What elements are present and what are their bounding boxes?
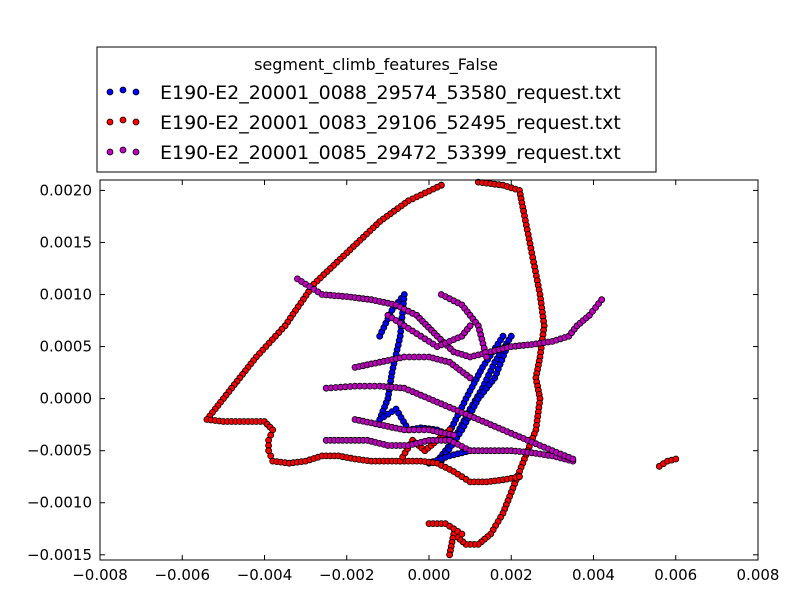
x-tick-label: −0.004 bbox=[237, 566, 293, 584]
x-tick-label: −0.002 bbox=[319, 566, 375, 584]
data-point bbox=[569, 455, 577, 463]
x-tick-label: 0.006 bbox=[654, 566, 697, 584]
data-point bbox=[516, 473, 523, 481]
series-3 bbox=[293, 275, 606, 465]
legend-label: E190-E2_20001_0085_29472_53399_request.t… bbox=[160, 142, 621, 164]
data-point bbox=[499, 332, 507, 340]
legend-entry-2: E190-E2_20001_0083_29106_52495_request.t… bbox=[106, 112, 621, 134]
legend: segment_climb_features_False E190-E2_200… bbox=[96, 46, 657, 173]
y-tick-label: 0.0005 bbox=[40, 338, 93, 356]
legend-marker bbox=[119, 116, 127, 124]
y-tick-label: 0.0015 bbox=[40, 233, 93, 251]
data-point bbox=[598, 296, 606, 304]
y-tick-label: 0.0000 bbox=[40, 390, 93, 408]
data-point bbox=[450, 431, 458, 439]
legend-marker bbox=[132, 118, 140, 126]
legend-marker bbox=[106, 118, 114, 126]
data-point bbox=[446, 551, 454, 559]
y-tick-label: −0.0005 bbox=[27, 442, 92, 460]
x-tick-label: 0.002 bbox=[490, 566, 533, 584]
legend-entry-3: E190-E2_20001_0085_29472_53399_request.t… bbox=[106, 142, 621, 164]
legend-marker bbox=[119, 146, 127, 154]
data-point bbox=[507, 332, 515, 340]
y-tick-label: −0.0015 bbox=[27, 546, 92, 564]
legend-box bbox=[96, 46, 657, 173]
data-point bbox=[672, 455, 680, 463]
legend-marker bbox=[132, 88, 140, 96]
legend-title: segment_climb_features_False bbox=[254, 55, 498, 75]
x-tick-label: −0.008 bbox=[72, 566, 128, 584]
legend-marker bbox=[119, 86, 127, 94]
data-point bbox=[466, 374, 474, 382]
x-tick-label: 0.004 bbox=[572, 566, 615, 584]
legend-entry-1: E190-E2_20001_0088_29574_53580_request.t… bbox=[106, 82, 621, 104]
x-tick-label: 0.000 bbox=[408, 566, 451, 584]
y-tick-label: 0.0020 bbox=[40, 181, 93, 199]
legend-label: E190-E2_20001_0083_29106_52495_request.t… bbox=[160, 112, 621, 134]
legend-marker bbox=[106, 148, 114, 156]
data-point bbox=[466, 322, 474, 330]
series-2 bbox=[203, 178, 680, 559]
data-point bbox=[458, 530, 466, 538]
data-points-layer bbox=[203, 178, 680, 559]
legend-marker bbox=[106, 88, 114, 96]
y-tick-label: −0.0010 bbox=[27, 494, 92, 512]
legend-label: E190-E2_20001_0088_29574_53580_request.t… bbox=[160, 82, 621, 104]
y-tick-label: 0.0010 bbox=[40, 286, 93, 304]
axis-ticks: −0.008 −0.006 −0.004 −0.002 0.000 0.002 0.004 0… bbox=[27, 180, 780, 584]
x-tick-label: −0.006 bbox=[154, 566, 210, 584]
legend-marker bbox=[132, 148, 140, 156]
x-tick-label: 0.008 bbox=[737, 566, 780, 584]
plot-area-frame bbox=[99, 179, 759, 561]
data-point bbox=[483, 353, 491, 361]
